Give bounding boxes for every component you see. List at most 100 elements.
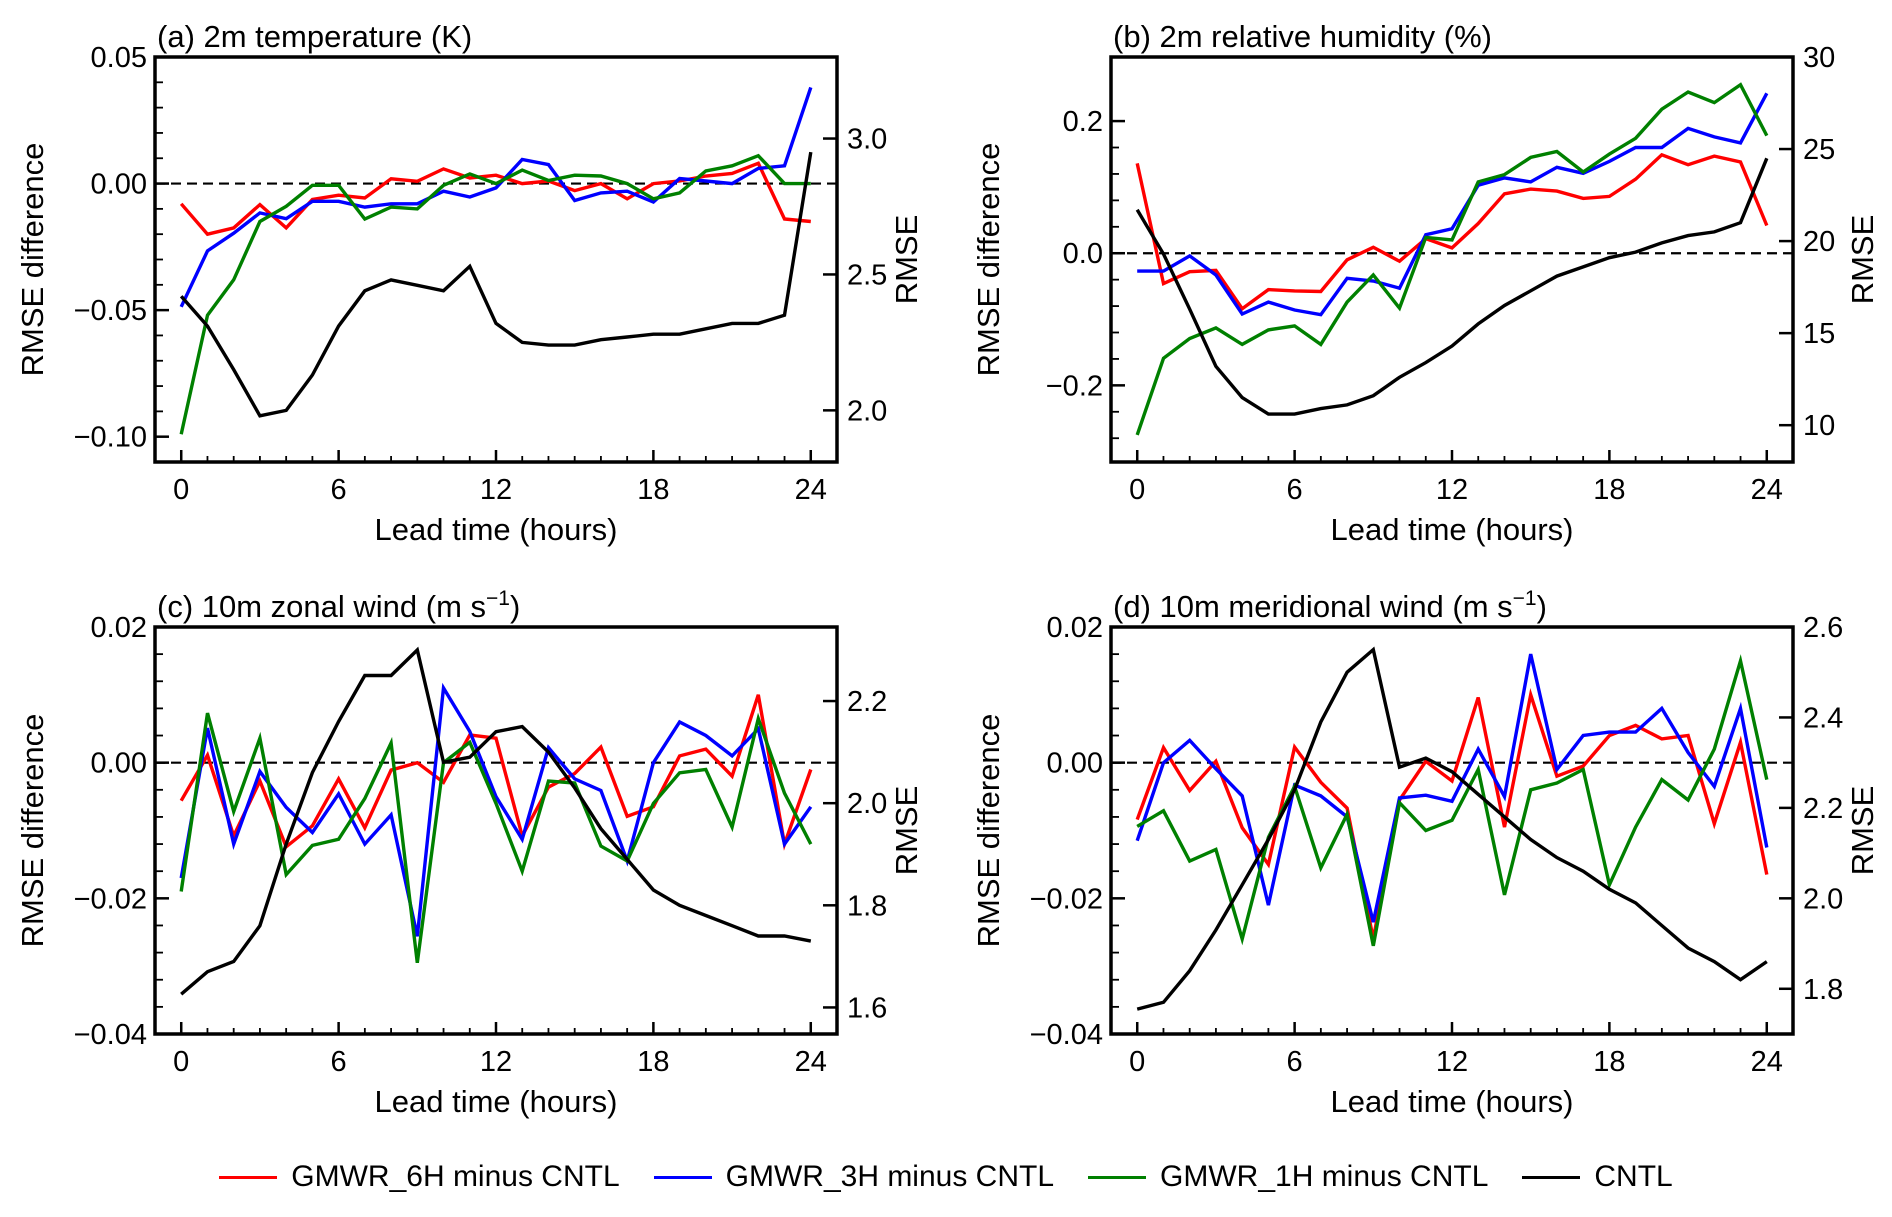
panel-title-end: ) bbox=[1537, 589, 1547, 624]
y-right-axis-label: RMSE bbox=[889, 215, 924, 305]
panel-title: (d) 10m meridional wind (m s−1) bbox=[1113, 587, 1547, 624]
x-tick-label: 18 bbox=[1593, 474, 1625, 506]
x-tick-label: 18 bbox=[637, 1046, 669, 1078]
series-line-gmwr-1h-minus-cntl bbox=[1135, 82, 1769, 436]
x-tick-label: 12 bbox=[1436, 474, 1468, 506]
panel-a: 0 6 12 18 24 0.05 0.00 −0.05 −0.10 3.0 2.5 2.0 Lead … bbox=[15, 19, 924, 547]
y-right-tick-label: 30 bbox=[1803, 42, 1835, 74]
y-right-tick-label: 1.8 bbox=[847, 890, 887, 922]
panel-c: 0 6 12 18 24 0.02 0.00 −0.02 −0.04 2.2 2.0 1.8 1.6 Le… bbox=[15, 587, 924, 1119]
y-right-tick-label: 2.0 bbox=[847, 788, 887, 820]
y-right-tick-label: 2.6 bbox=[1803, 612, 1843, 644]
y-tick-label: −0.02 bbox=[1030, 883, 1103, 915]
x-tick-label: 0 bbox=[173, 1046, 189, 1078]
legend-label: GMWR_3H minus CNTL bbox=[725, 1160, 1055, 1193]
y-axis-label: RMSE difference bbox=[15, 143, 50, 377]
panel-title: (b) 2m relative humidity (%) bbox=[1113, 19, 1492, 54]
panel-title-text: (a) 2m temperature (K) bbox=[157, 19, 472, 54]
x-axis-label: Lead time (hours) bbox=[1331, 1084, 1574, 1119]
y-right-axis-label: RMSE bbox=[1845, 215, 1880, 305]
series-line-gmwr-6h-minus-cntl bbox=[1135, 688, 1769, 940]
x-tick-label: 24 bbox=[795, 1046, 827, 1078]
y-right-tick-label: 25 bbox=[1803, 134, 1835, 166]
series-line-cntl bbox=[180, 646, 812, 996]
y-right-tick-label: 3.0 bbox=[847, 124, 887, 156]
series-line-gmwr-3h-minus-cntl bbox=[1135, 653, 1769, 923]
series-line-gmwr-3h-minus-cntl bbox=[179, 682, 813, 937]
series-line-cntl bbox=[179, 151, 813, 418]
plot-frame bbox=[1109, 55, 1795, 464]
y-tick-label: 0.02 bbox=[91, 612, 147, 644]
y-tick-label: 0.00 bbox=[91, 169, 147, 201]
x-axis-label: Lead time (hours) bbox=[1331, 512, 1574, 547]
y-tick-label: −0.04 bbox=[74, 1019, 147, 1051]
panel-title-end: ) bbox=[510, 589, 520, 624]
x-tick-label: 6 bbox=[1287, 474, 1303, 506]
y-tick-label: −0.10 bbox=[74, 422, 147, 454]
legend-swatch-black bbox=[1522, 1175, 1581, 1179]
series-line-gmwr-3h-minus-cntl bbox=[1137, 92, 1769, 317]
x-tick-label: 0 bbox=[1129, 1046, 1145, 1078]
y-right-tick-label: 2.5 bbox=[847, 259, 887, 291]
y-right-tick-label: 2.2 bbox=[847, 686, 887, 718]
y-axis-label: RMSE difference bbox=[971, 143, 1006, 377]
y-tick-label: 0.05 bbox=[91, 42, 147, 74]
x-tick-label: 12 bbox=[1436, 1046, 1468, 1078]
x-tick-label: 24 bbox=[1751, 474, 1783, 506]
legend-item-gmwr-6h: GMWR_6H minus CNTL bbox=[219, 1160, 620, 1194]
y-tick-label: 0.0 bbox=[1063, 238, 1103, 270]
y-axis-label: RMSE difference bbox=[971, 714, 1006, 948]
y-right-tick-label: 10 bbox=[1803, 410, 1835, 442]
legend-swatch-red bbox=[219, 1175, 278, 1179]
series-line-cntl bbox=[1136, 646, 1768, 1011]
panel-title: (c) 10m zonal wind (m s−1) bbox=[157, 587, 520, 624]
legend-label: GMWR_1H minus CNTL bbox=[1160, 1160, 1489, 1193]
panel-title-text: (d) 10m meridional wind (m s bbox=[1113, 589, 1513, 624]
plot-frame bbox=[153, 625, 839, 1036]
x-tick-label: 12 bbox=[480, 474, 512, 506]
x-tick-label: 6 bbox=[331, 1046, 347, 1078]
x-tick-label: 24 bbox=[795, 474, 827, 506]
x-tick-label: 6 bbox=[331, 474, 347, 506]
series-line-gmwr-3h-minus-cntl bbox=[179, 86, 813, 308]
legend-label: GMWR_6H minus CNTL bbox=[291, 1160, 620, 1193]
panel-d: 0 6 12 18 24 0.02 0.00 −0.02 −0.04 2.6 2.4 2.2 2.0 1.… bbox=[971, 587, 1880, 1119]
x-tick-label: 18 bbox=[637, 474, 669, 506]
series-line-gmwr-6h-minus-cntl bbox=[1135, 152, 1769, 312]
y-right-axis-label: RMSE bbox=[889, 786, 924, 876]
x-tick-label: 6 bbox=[1287, 1046, 1303, 1078]
y-right-tick-label: 15 bbox=[1803, 318, 1835, 350]
y-right-tick-label: 1.6 bbox=[847, 992, 887, 1024]
y-right-tick-label: 1.8 bbox=[1803, 974, 1843, 1006]
panel-title-text: (c) 10m zonal wind (m s bbox=[157, 589, 486, 624]
panel-title-superscript: −1 bbox=[1513, 587, 1537, 610]
series-line-cntl bbox=[1135, 157, 1769, 416]
plot-frame bbox=[1109, 625, 1795, 1036]
panel-b: 0 6 12 18 24 0.2 0.0 −0.2 30 25 20 15 10 Lead time (h… bbox=[971, 19, 1880, 547]
panel-title-text: (b) 2m relative humidity (%) bbox=[1113, 19, 1492, 54]
x-tick-label: 0 bbox=[1129, 474, 1145, 506]
y-tick-label: 0.02 bbox=[1047, 612, 1103, 644]
y-right-tick-label: 2.2 bbox=[1803, 793, 1843, 825]
legend-item-cntl: CNTL bbox=[1522, 1160, 1673, 1194]
series-line-gmwr-1h-minus-cntl bbox=[179, 153, 811, 435]
y-tick-label: 0.2 bbox=[1063, 106, 1103, 138]
plot-frame bbox=[153, 55, 839, 464]
y-tick-label: 0.00 bbox=[1047, 748, 1103, 780]
y-tick-label: −0.04 bbox=[1030, 1019, 1103, 1051]
y-axis-label: RMSE difference bbox=[15, 714, 50, 948]
legend-swatch-blue bbox=[653, 1175, 712, 1179]
y-right-tick-label: 2.0 bbox=[847, 395, 887, 427]
y-right-tick-label: 2.0 bbox=[1803, 883, 1843, 915]
y-tick-label: −0.2 bbox=[1046, 370, 1103, 402]
series-line-gmwr-1h-minus-cntl bbox=[1136, 654, 1769, 947]
y-tick-label: −0.02 bbox=[74, 883, 147, 915]
y-tick-label: −0.05 bbox=[74, 295, 147, 327]
panel-title: (a) 2m temperature (K) bbox=[157, 19, 472, 54]
legend-label: CNTL bbox=[1594, 1160, 1673, 1193]
legend-item-gmwr-3h: GMWR_3H minus CNTL bbox=[653, 1160, 1055, 1194]
legend: GMWR_6H minus CNTL GMWR_3H minus CNTL GM… bbox=[0, 1160, 1892, 1194]
y-right-axis-label: RMSE bbox=[1845, 786, 1880, 876]
x-axis-label: Lead time (hours) bbox=[375, 512, 618, 547]
legend-swatch-green bbox=[1088, 1175, 1147, 1179]
